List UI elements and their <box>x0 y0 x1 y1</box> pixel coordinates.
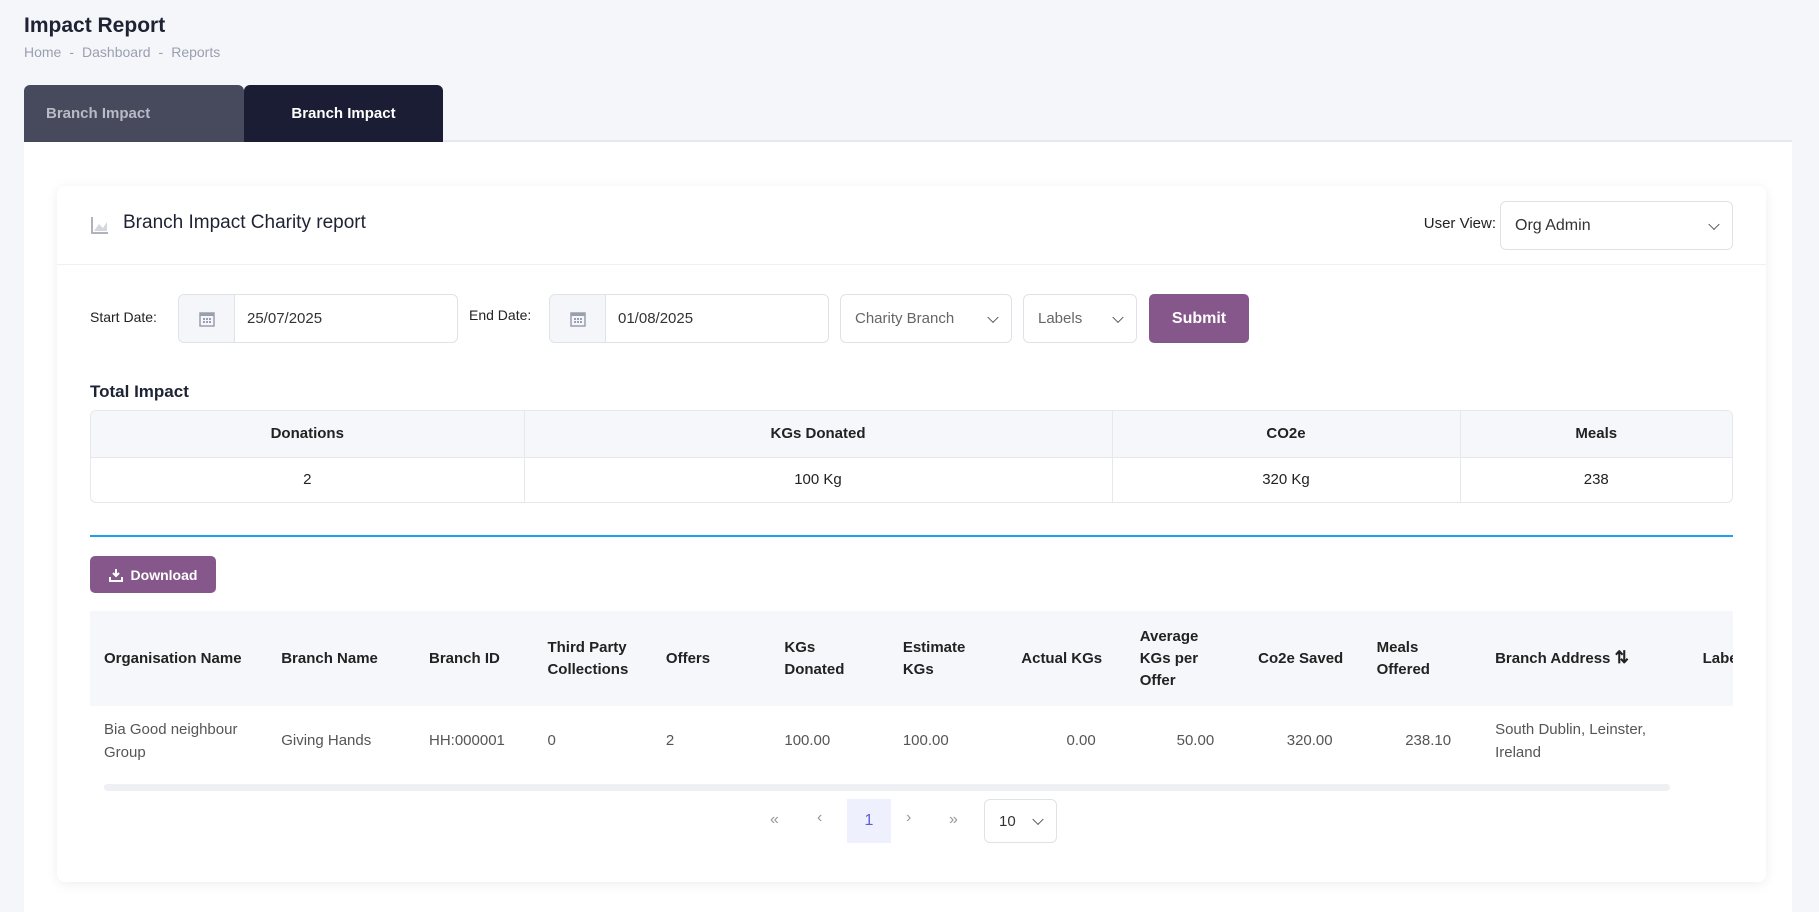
cell-organisation: Bia Good neighbour Group <box>104 720 238 761</box>
col-third-party-collections: Third Party Collections <box>533 611 652 706</box>
charity-branch-select[interactable]: Charity Branch <box>840 294 1012 343</box>
user-view-select[interactable]: Org Admin <box>1500 201 1733 250</box>
col-meals-offered: Meals Offered <box>1362 611 1482 706</box>
prev-page-button[interactable]: ‹ <box>817 809 823 826</box>
col-branch-name: Branch Name <box>267 611 415 706</box>
chart-area-icon <box>91 217 108 234</box>
cell-average-kgs: 50.00 <box>1176 732 1215 749</box>
total-impact-title: Total Impact <box>90 382 189 401</box>
page-title: Impact Report <box>24 14 166 37</box>
download-button[interactable]: Download <box>90 556 216 593</box>
first-page-button[interactable]: « <box>770 811 779 828</box>
value-meals: 238 <box>1460 456 1732 502</box>
col-co2e-saved: Co2e Saved <box>1244 611 1363 706</box>
labels-select[interactable]: Labels <box>1023 294 1137 343</box>
header-co2e: CO2e <box>1112 411 1461 457</box>
value-kgs-donated: 100 Kg <box>524 456 1113 502</box>
report-card: Branch Impact Charity report User View: … <box>57 186 1766 882</box>
download-icon <box>108 568 123 582</box>
branch-address-label: Branch Address <box>1495 650 1611 667</box>
end-date-input[interactable]: 01/08/2025 <box>549 294 829 343</box>
submit-button[interactable]: Submit <box>1149 294 1249 343</box>
user-view-value: Org Admin <box>1515 216 1591 234</box>
cell-kgs-donated: 100.00 <box>784 732 831 749</box>
end-date-label: End Date: <box>469 307 532 323</box>
cell-co2e-saved: 320.00 <box>1286 732 1333 749</box>
chevron-down-icon <box>1708 218 1720 230</box>
chevron-down-icon <box>1032 813 1044 826</box>
cell-branch-name: Giving Hands <box>281 732 372 749</box>
tab-branch-impact-report[interactable]: Branch Impact Report <box>244 85 443 179</box>
next-page-button[interactable]: › <box>906 809 912 826</box>
page-size-value: 10 <box>999 812 1016 830</box>
page-size-select[interactable]: 10 <box>984 799 1057 843</box>
col-branch-address[interactable]: Branch Address ⇅ <box>1481 611 1689 706</box>
calendar-icon <box>198 311 215 327</box>
start-date-label: Start Date: <box>90 309 157 325</box>
calendar-icon <box>569 311 586 327</box>
total-impact-table: Donations KGs Donated CO2e Meals 2 100 K… <box>90 410 1733 503</box>
col-average-kgs: Average KGs per Offer <box>1125 611 1245 706</box>
cell-branch-address: South Dublin, Leinster, Ireland <box>1495 720 1647 761</box>
col-estimate-kgs: Estimate KGs <box>888 611 1008 706</box>
cell-offers: 2 <box>665 732 675 749</box>
card-title: Branch Impact Charity report <box>123 212 366 233</box>
last-page-button[interactable]: » <box>949 811 958 828</box>
col-kgs-donated: KGs Donated <box>770 611 889 706</box>
sort-icon[interactable]: ⇅ <box>1614 648 1629 667</box>
cell-third-party: 0 <box>547 732 556 749</box>
cell-estimate-kgs: 100.00 <box>902 732 949 749</box>
page-1-button[interactable]: 1 <box>847 799 891 843</box>
breadcrumb-home[interactable]: Home <box>24 44 62 60</box>
col-organisation-name: Organisation Name <box>90 611 268 706</box>
horizontal-scrollbar[interactable] <box>104 784 1670 791</box>
charity-branch-value: Charity Branch <box>855 310 955 327</box>
user-view-label: User View: <box>1423 215 1496 232</box>
header-donations: Donations <box>91 411 525 457</box>
header-meals: Meals <box>1460 411 1732 457</box>
start-date-value: 25/07/2025 <box>247 310 323 327</box>
table-row: Bia Good neighbour Group Giving Hands HH… <box>90 706 1733 775</box>
download-label: Download <box>130 566 198 583</box>
breadcrumb-dashboard[interactable]: Dashboard <box>82 44 151 60</box>
cell-branch-id: HH:000001 <box>429 732 505 749</box>
start-date-input[interactable]: 25/07/2025 <box>178 294 458 343</box>
data-table: Organisation Name Branch Name Branch ID … <box>90 611 1733 775</box>
col-branch-id: Branch ID <box>415 611 534 706</box>
cell-meals-offered: 238.10 <box>1405 732 1452 749</box>
header-kgs-donated: KGs Donated <box>524 411 1113 457</box>
cell-actual-kgs: 0.00 <box>1066 732 1096 749</box>
value-donations: 2 <box>91 456 525 502</box>
divider <box>90 535 1733 537</box>
breadcrumb-reports[interactable]: Reports <box>171 44 221 60</box>
end-date-value: 01/08/2025 <box>618 310 694 327</box>
col-actual-kgs: Actual KGs <box>1007 611 1126 706</box>
breadcrumb: Home - Dashboard - Reports <box>24 44 221 60</box>
labels-value: Labels <box>1038 310 1083 327</box>
col-offers: Offers <box>651 611 771 706</box>
col-labels: Labels <box>1688 611 1733 706</box>
value-co2e: 320 Kg <box>1112 456 1461 502</box>
chevron-down-icon <box>1112 311 1124 323</box>
tab-branch-impact-summary[interactable]: Branch Impact Summary <box>24 85 244 179</box>
cell-labels <box>1689 706 1733 775</box>
chevron-down-icon <box>987 311 999 323</box>
